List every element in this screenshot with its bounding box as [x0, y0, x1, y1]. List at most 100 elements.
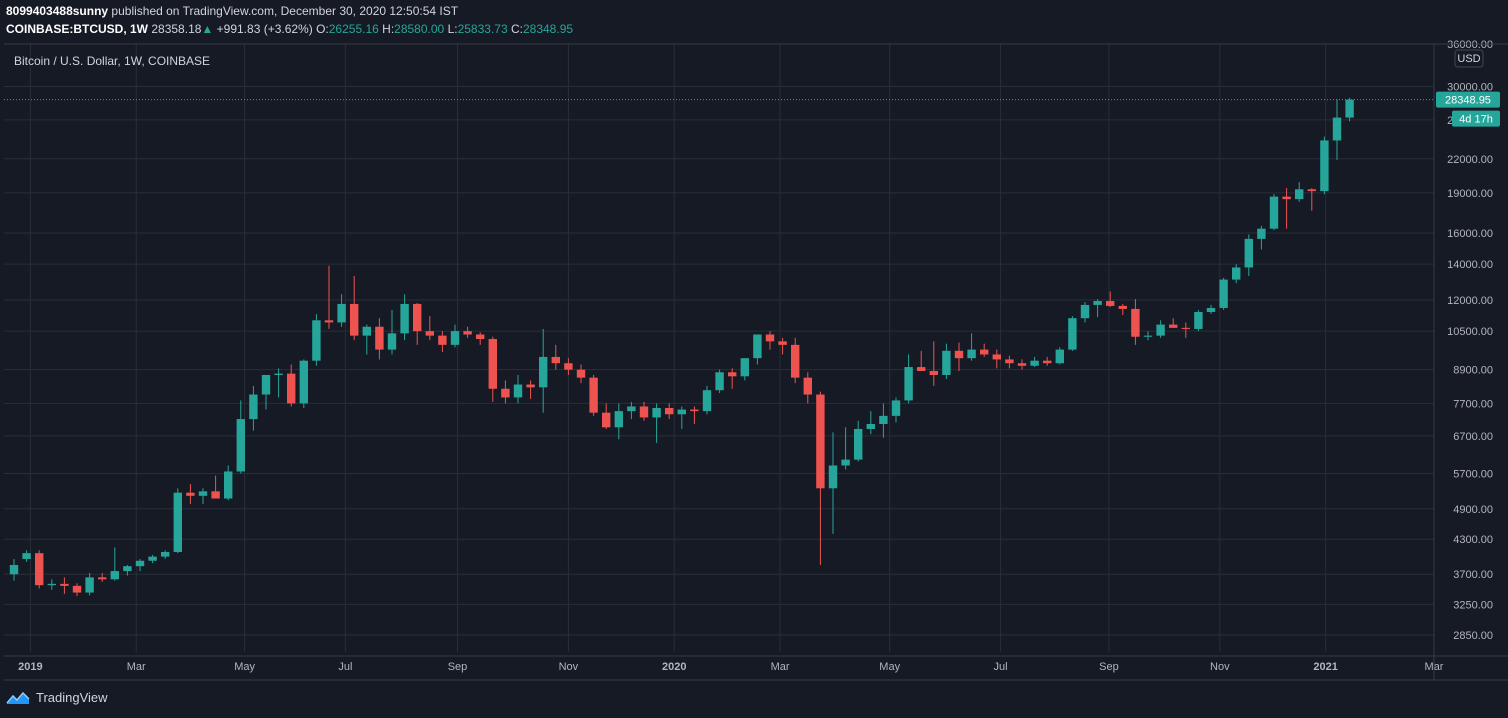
candle-body-up	[828, 465, 838, 489]
candle-body-down	[350, 303, 359, 336]
candle-body-up	[198, 491, 208, 496]
x-tick-label: Mar	[771, 661, 790, 673]
candle-body-up	[1194, 311, 1203, 329]
x-tick-label: Mar	[127, 661, 146, 673]
candle-body-down	[803, 377, 812, 395]
axes: 36000.0030000.0026000.0022000.0019000.00…	[4, 39, 1508, 681]
candle-body-down	[476, 334, 485, 340]
candle-body-up	[702, 390, 712, 412]
candle-body-up	[1295, 189, 1304, 200]
candle-body-up	[47, 583, 56, 586]
candle-body-up	[173, 492, 182, 553]
candle-body-up	[148, 556, 157, 561]
x-tick-label: Nov	[559, 661, 579, 673]
candle-body-down	[413, 303, 422, 332]
y-tick-label: 22000.00	[1447, 154, 1493, 166]
candle-body-down	[463, 331, 472, 335]
candle-body-down	[1118, 305, 1127, 309]
candle-body-down	[1307, 189, 1316, 192]
candle-body-up	[1232, 267, 1241, 280]
candle-body-down	[1181, 327, 1190, 329]
candle-body-up	[854, 428, 863, 460]
candle-body-up	[110, 571, 119, 580]
candle-body-down	[1169, 324, 1178, 328]
y-tick-label: 8900.00	[1453, 365, 1493, 377]
candle-body-up	[539, 356, 548, 388]
candle-body-down	[665, 408, 674, 415]
open-value: 26255.16	[328, 22, 379, 36]
x-tick-label: 2021	[1313, 661, 1337, 673]
candle-body-up	[123, 566, 132, 572]
candle-body-down	[186, 492, 195, 496]
grid	[4, 43, 1435, 652]
currency-badge	[1454, 49, 1484, 68]
candle-body-up	[967, 349, 976, 359]
ohlc-legend: COINBASE:BTCUSD, 1W 28358.18▲ +991.83 (+…	[6, 22, 573, 36]
candle-body-up	[1269, 196, 1279, 229]
candle-body-up	[135, 560, 145, 567]
candle-body-up	[299, 360, 308, 404]
y-tick-label: 7700.00	[1453, 398, 1493, 410]
published-text: published on TradingView.com, December 3…	[111, 4, 459, 18]
candle-body-up	[614, 411, 623, 428]
candle-body-up	[1244, 238, 1253, 268]
candle-body-up	[387, 333, 397, 350]
y-tick-label: 3700.00	[1453, 569, 1493, 581]
candle-body-up	[400, 303, 409, 334]
candle-body-up	[1143, 335, 1153, 337]
last-price-tag	[1436, 91, 1500, 108]
x-tick-label: Sep	[448, 661, 468, 673]
y-tick-label: 14000.00	[1447, 259, 1493, 271]
candle-body-down	[639, 406, 649, 418]
candle-body-down	[72, 585, 82, 593]
candle-body-down	[488, 339, 497, 389]
candle-body-up	[1320, 140, 1329, 192]
candle-body-up	[841, 459, 850, 466]
candle-body-down	[589, 377, 598, 413]
y-tick-label: 4300.00	[1453, 534, 1493, 546]
candle-body-down	[1131, 308, 1140, 337]
y-tick-label: 4900.00	[1453, 504, 1493, 516]
candle-body-up	[753, 334, 762, 359]
candle-body-up	[1055, 349, 1064, 364]
y-tick-label: 5700.00	[1453, 469, 1493, 481]
x-tick-label: Jul	[338, 661, 352, 673]
candle-body-up	[740, 358, 749, 377]
candle-body-down	[602, 412, 611, 428]
candle-body-up	[1156, 324, 1165, 336]
candle-body-up	[362, 326, 371, 336]
candle-body-up	[1219, 279, 1228, 308]
candle-body-down	[980, 349, 989, 355]
candle-body-up	[1080, 304, 1090, 319]
publisher-name[interactable]: 8099403488sunny	[6, 4, 109, 18]
candle-body-up	[866, 423, 875, 429]
candle-body-up	[1345, 99, 1354, 118]
x-tick-label: Nov	[1210, 661, 1230, 673]
candle-body-down	[1282, 196, 1291, 200]
candle-body-up	[1332, 117, 1342, 141]
candle-body-up	[236, 419, 245, 472]
candle-body-up	[715, 372, 724, 391]
candle-body-up	[85, 577, 94, 593]
candle-body-up	[450, 331, 460, 345]
candle-body-down	[1043, 360, 1052, 364]
tradingview-brand[interactable]: TradingView	[36, 690, 108, 705]
low-label: L:	[447, 22, 458, 36]
y-tick-label: 6700.00	[1453, 431, 1493, 443]
x-tick-label: 2019	[18, 661, 42, 673]
candle-body-up	[652, 408, 661, 418]
candle-body-down	[728, 372, 737, 377]
y-tick-label: 36000.00	[1447, 39, 1493, 51]
up-arrow-icon: ▲	[201, 22, 214, 36]
candle-body-down	[98, 577, 107, 580]
open-label: O:	[316, 22, 329, 36]
candle-body-down	[551, 356, 560, 364]
high-label: H:	[382, 22, 395, 36]
countdown-label: 4d 17h	[1459, 114, 1493, 126]
candle-body-up	[1257, 228, 1266, 239]
candle-body-down	[954, 350, 964, 359]
low-value: 25833.73	[457, 22, 508, 36]
y-tick-label: 3250.00	[1453, 599, 1493, 611]
candle-body-down	[425, 331, 434, 336]
